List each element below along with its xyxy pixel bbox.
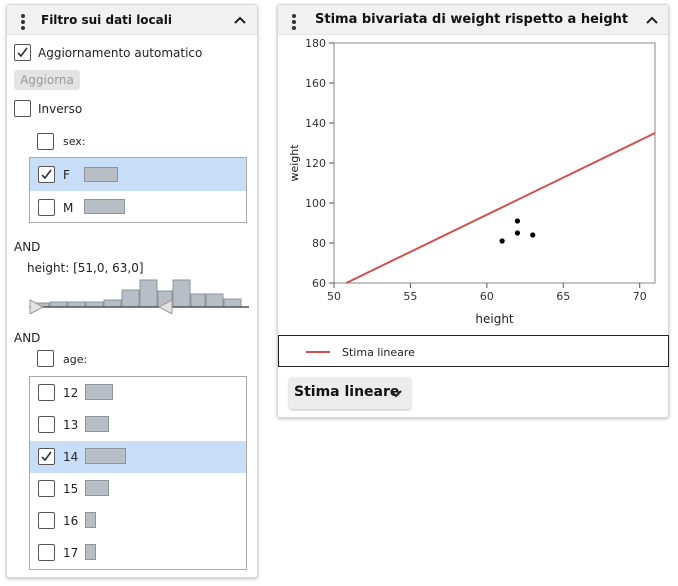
age-17-label: 17 [63, 546, 79, 560]
sex-listbox: F M [29, 157, 247, 223]
age-item-13[interactable]: 13 [30, 409, 246, 441]
height-bin [190, 293, 206, 308]
data-point [530, 232, 536, 238]
scatter-chart[interactable]: 60 80 100 120 140 160 180 50 55 60 65 70 height we… [278, 37, 670, 337]
age-15-label: 15 [63, 482, 79, 496]
height-bin [103, 299, 122, 308]
x-tick-label: 65 [556, 290, 570, 303]
age-15-count-bar [85, 480, 109, 496]
y-tick-label: 120 [305, 157, 326, 170]
age-13-checkbox[interactable] [38, 416, 55, 433]
chart-collapse-chevron-icon[interactable] [645, 15, 659, 25]
age-15-checkbox[interactable] [38, 480, 55, 497]
sex-item-m[interactable]: M [30, 191, 246, 223]
age-12-label: 12 [63, 386, 79, 400]
update-button[interactable]: Aggiorna [14, 70, 80, 90]
y-axis-label: weight [288, 144, 301, 182]
sex-item-f[interactable]: F [30, 158, 246, 191]
y-tick-label: 140 [305, 117, 326, 130]
fit-type-dropdown[interactable]: Stima lineare [289, 377, 411, 409]
auto-update-checkbox[interactable] [14, 44, 31, 61]
age-16-count-bar [85, 512, 96, 528]
sex-m-count-bar [84, 199, 125, 214]
height-max-handle [157, 299, 173, 314]
height-bin [223, 298, 242, 308]
sex-m-label: M [63, 201, 74, 215]
sex-label: sex: [63, 135, 86, 148]
age-17-count-bar [85, 544, 96, 560]
chart-panel-title: Stima bivariata di weight rispetto a hei… [315, 12, 629, 27]
inverse-checkbox[interactable] [14, 100, 31, 117]
y-tick-label: 180 [305, 37, 326, 50]
y-tick-label: 60 [312, 277, 326, 290]
chart-legend: Stima lineare [278, 335, 669, 367]
auto-update-label: Aggiornamento automatico [38, 46, 203, 60]
x-tick-label: 55 [403, 290, 417, 303]
height-bin [139, 279, 158, 308]
x-tick-label: 60 [480, 290, 494, 303]
sex-f-count-bar [84, 167, 118, 182]
age-12-checkbox[interactable] [38, 384, 55, 401]
height-bin [205, 293, 224, 308]
height-min-handle [29, 299, 45, 314]
age-item-12[interactable]: 12 [30, 377, 246, 409]
age-13-label: 13 [63, 418, 79, 432]
age-14-count-bar [85, 448, 126, 464]
legend-line-swatch [306, 351, 330, 353]
age-16-label: 16 [63, 514, 79, 528]
y-tick-label: 160 [305, 77, 326, 90]
age-14-label: 14 [63, 450, 79, 464]
age-16-checkbox[interactable] [38, 512, 55, 529]
bivariate-fit-panel: Stima bivariata di weight rispetto a hei… [277, 4, 669, 418]
age-item-17[interactable]: 17 [30, 537, 246, 569]
height-range-label: height: [51,0, 63,0] [27, 261, 144, 275]
age-item-14[interactable]: 14 [30, 441, 246, 473]
x-tick-label: 50 [327, 290, 341, 303]
sex-m-checkbox[interactable] [38, 199, 55, 216]
y-tick-label: 100 [305, 197, 326, 210]
filter-panel-header: Filtro sui dati locali [7, 5, 257, 35]
collapse-chevron-icon[interactable] [233, 15, 247, 25]
and-label-2: AND [14, 331, 41, 345]
inverse-label: Inverso [38, 102, 83, 116]
age-12-count-bar [85, 384, 113, 400]
sex-select-all-checkbox[interactable] [37, 133, 54, 150]
age-13-count-bar [85, 416, 109, 432]
x-tick-label: 70 [633, 290, 647, 303]
filter-panel-title: Filtro sui dati locali [41, 13, 172, 27]
linear-fit-line [345, 132, 656, 284]
data-point [499, 238, 505, 244]
fit-type-dropdown-label: Stima lineare [294, 384, 400, 400]
data-point [514, 218, 521, 224]
height-histogram[interactable] [27, 278, 251, 314]
plot-frame [333, 42, 656, 284]
age-14-checkbox[interactable] [38, 448, 55, 465]
chevron-down-icon [390, 390, 402, 398]
age-item-16[interactable]: 16 [30, 505, 246, 537]
legend-label: Stima lineare [342, 346, 415, 359]
and-label-1: AND [14, 240, 41, 254]
age-item-15[interactable]: 15 [30, 473, 246, 505]
filter-menu-icon[interactable] [21, 14, 25, 32]
sex-f-checkbox[interactable] [38, 166, 55, 183]
height-bin [121, 289, 140, 308]
chart-menu-icon[interactable] [292, 14, 296, 32]
age-select-all-checkbox[interactable] [37, 350, 54, 367]
data-point [514, 230, 521, 236]
x-axis-label: height [475, 312, 514, 326]
local-data-filter-panel: Filtro sui dati locali Aggiornamento aut… [6, 4, 258, 578]
sex-f-label: F [63, 168, 70, 182]
chart-panel-header: Stima bivariata di weight rispetto a hei… [278, 5, 668, 35]
height-bin [172, 279, 191, 308]
age-listbox: 12 13 14 15 16 17 [29, 376, 247, 570]
y-tick-label: 80 [312, 237, 326, 250]
age-17-checkbox[interactable] [38, 544, 55, 561]
age-label: age: [63, 353, 88, 366]
